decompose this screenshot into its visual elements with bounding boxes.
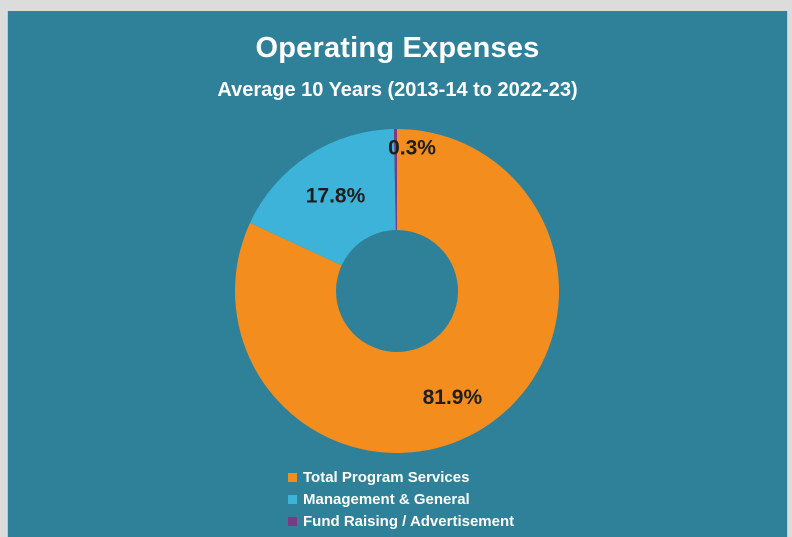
donut-slices (235, 129, 559, 453)
chart-title: Operating Expenses (255, 32, 540, 64)
legend: Total Program Services Management & Gene… (288, 466, 514, 532)
legend-swatch (288, 472, 297, 482)
data-label-management-general: 17.8% (306, 184, 366, 207)
data-labels: 81.9% 17.8% 0.3% (306, 137, 483, 409)
legend-label: Management & General (303, 490, 470, 508)
slice-program-services (235, 129, 559, 453)
slice-fund-raising (393, 129, 397, 231)
chart-frame: Operating Expenses Average 10 Years (201… (7, 11, 788, 537)
legend-swatch (288, 516, 297, 526)
chart-subtitle: Average 10 Years (2013-14 to 2022-23) (217, 79, 578, 101)
data-label-program-services: 81.9% (423, 386, 483, 409)
data-label-fund-raising: 0.3% (388, 137, 436, 160)
slice-management-general (249, 129, 396, 266)
legend-item-program-services: Total Program Services (288, 466, 514, 488)
legend-swatch (288, 494, 297, 504)
legend-item-management-general: Management & General (288, 488, 514, 510)
legend-label: Total Program Services (303, 468, 470, 486)
legend-item-fund-raising: Fund Raising / Advertisement (288, 510, 514, 532)
legend-label: Fund Raising / Advertisement (303, 512, 515, 530)
donut-chart: 81.9% 17.8% 0.3% (235, 129, 559, 453)
